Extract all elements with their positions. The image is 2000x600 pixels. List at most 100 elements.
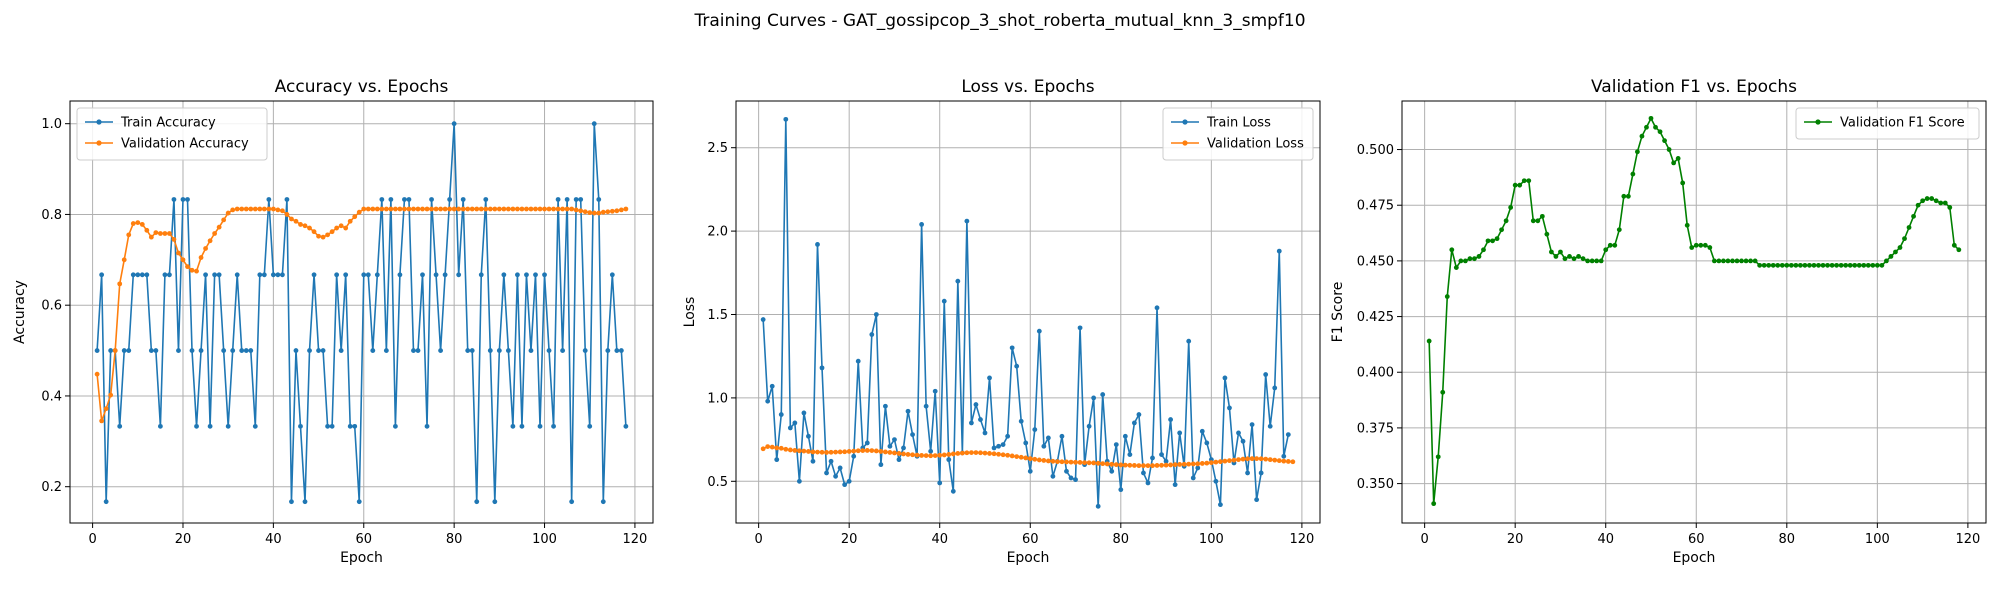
accuracy-data-point (194, 423, 199, 429)
accuracy-data-point (280, 208, 285, 214)
f1-data-point (1951, 242, 1957, 248)
loss-data-point (1263, 456, 1269, 462)
f1-chart: 0 20 40 60 80 100 120 0.350 0.375 0.400 0.425 0.450… (1330, 77, 1987, 566)
loss-data-point (1086, 423, 1092, 429)
f1-ytick-label: 0.475 (1357, 199, 1394, 214)
loss-data-point (1172, 482, 1178, 488)
f1-data-point (1865, 262, 1871, 268)
accuracy-data-point (560, 206, 566, 212)
accuracy-data-point (379, 206, 385, 212)
accuracy-data-point (216, 224, 222, 230)
f1-data-point (1499, 227, 1504, 233)
accuracy-data-point (307, 225, 312, 231)
f1-data-point (1721, 258, 1726, 264)
f1-data-point (1476, 254, 1482, 259)
loss-data-point (1127, 462, 1133, 468)
loss-data-point (1227, 458, 1232, 464)
accuracy-data-point (393, 206, 398, 212)
loss-data-point (873, 448, 879, 454)
accuracy-data-point (420, 206, 425, 212)
accuracy-data-point (478, 272, 484, 278)
f1-data-point (1603, 247, 1609, 253)
accuracy-data-point (338, 223, 344, 229)
loss-legend-box (1162, 107, 1314, 161)
loss-data-point (1204, 460, 1210, 466)
f1-data-point (1567, 254, 1572, 259)
loss-data-point (869, 448, 875, 454)
loss-data-point (928, 448, 934, 454)
accuracy-data-point (157, 231, 163, 236)
accuracy-ytick-label: 1.0 (41, 117, 62, 132)
f1-data-point (1838, 262, 1844, 268)
f1-data-point (1453, 265, 1459, 270)
loss-data-point (1041, 443, 1047, 449)
accuracy-data-point (533, 206, 538, 212)
accuracy-data-point (487, 348, 493, 353)
loss-data-point (1095, 460, 1101, 466)
f1-data-point (1526, 178, 1532, 184)
loss-data-point (1281, 453, 1287, 459)
accuracy-data-point (379, 197, 385, 202)
loss-data-point (1109, 461, 1115, 467)
f1-data-point (1730, 258, 1735, 264)
accuracy-data-point (311, 229, 317, 235)
loss-data-point (1276, 458, 1282, 464)
loss-data-point (1236, 457, 1241, 463)
loss-data-point (765, 398, 771, 404)
f1-data-point (1594, 258, 1600, 264)
f1-data-point (1657, 129, 1663, 135)
loss-data-point (815, 449, 820, 455)
f1-data-point (1797, 262, 1803, 268)
accuracy-xtick-label: 40 (265, 532, 282, 547)
f1-data-point (1929, 196, 1935, 201)
loss-data-point (1258, 470, 1264, 476)
accuracy-data-point (148, 348, 154, 353)
f1-xtick-label: 0 (1420, 532, 1428, 547)
figure-suptitle: Training Curves - GAT_gossipcop_3_shot_r… (693, 11, 1305, 31)
f1-data-point (1576, 254, 1581, 259)
loss-data-point (1177, 430, 1183, 436)
loss-data-point (1213, 478, 1219, 484)
accuracy-data-point (383, 206, 389, 212)
accuracy-data-point (478, 206, 484, 212)
accuracy-data-point (614, 348, 620, 353)
f1-data-point (1630, 171, 1636, 177)
loss-data-point (1159, 462, 1164, 468)
loss-data-point (937, 480, 943, 486)
accuracy-data-point (447, 206, 453, 212)
loss-data-point (1113, 462, 1119, 468)
f1-data-point (1462, 258, 1468, 264)
loss-data-point (1050, 473, 1056, 479)
f1-ytick-label: 0.500 (1357, 143, 1394, 158)
loss-data-point (787, 447, 793, 453)
loss-xtick-label: 60 (1022, 532, 1039, 547)
accuracy-data-point (221, 217, 227, 223)
loss-data-point (991, 445, 997, 451)
loss-data-point (833, 449, 838, 455)
loss-data-point (1258, 456, 1264, 462)
loss-data-point (978, 417, 983, 422)
accuracy-data-point (451, 121, 457, 127)
loss-data-point (1150, 463, 1155, 469)
loss-data-point (1240, 438, 1246, 444)
f1-data-point (1829, 262, 1835, 268)
loss-data-point (1023, 440, 1029, 446)
accuracy-data-point (515, 272, 520, 278)
f1-data-point (1558, 249, 1563, 255)
f1-data-point (1644, 124, 1649, 130)
f1-data-point (1671, 160, 1677, 166)
loss-data-point (1095, 503, 1101, 509)
accuracy-data-point (325, 232, 330, 238)
loss-xtick-label: 120 (1289, 532, 1314, 547)
accuracy-data-point (501, 272, 507, 278)
loss-y-axis-label: Loss (682, 297, 698, 328)
loss-data-point (928, 453, 934, 459)
loss-data-point (1245, 456, 1250, 462)
loss-data-point (837, 449, 843, 455)
loss-data-point (950, 451, 956, 457)
loss-axes-frame (735, 100, 1321, 524)
accuracy-data-point (510, 423, 516, 429)
loss-data-point (1027, 468, 1033, 474)
loss-data-point (1231, 457, 1237, 463)
